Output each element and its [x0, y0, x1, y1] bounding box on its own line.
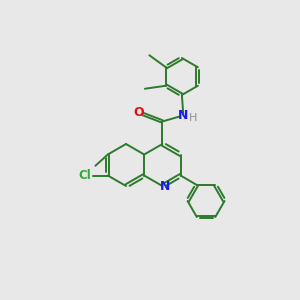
Text: N: N [160, 180, 170, 194]
Text: O: O [133, 106, 144, 119]
Text: N: N [178, 109, 189, 122]
Text: Cl: Cl [79, 169, 91, 182]
Text: H: H [189, 113, 197, 124]
